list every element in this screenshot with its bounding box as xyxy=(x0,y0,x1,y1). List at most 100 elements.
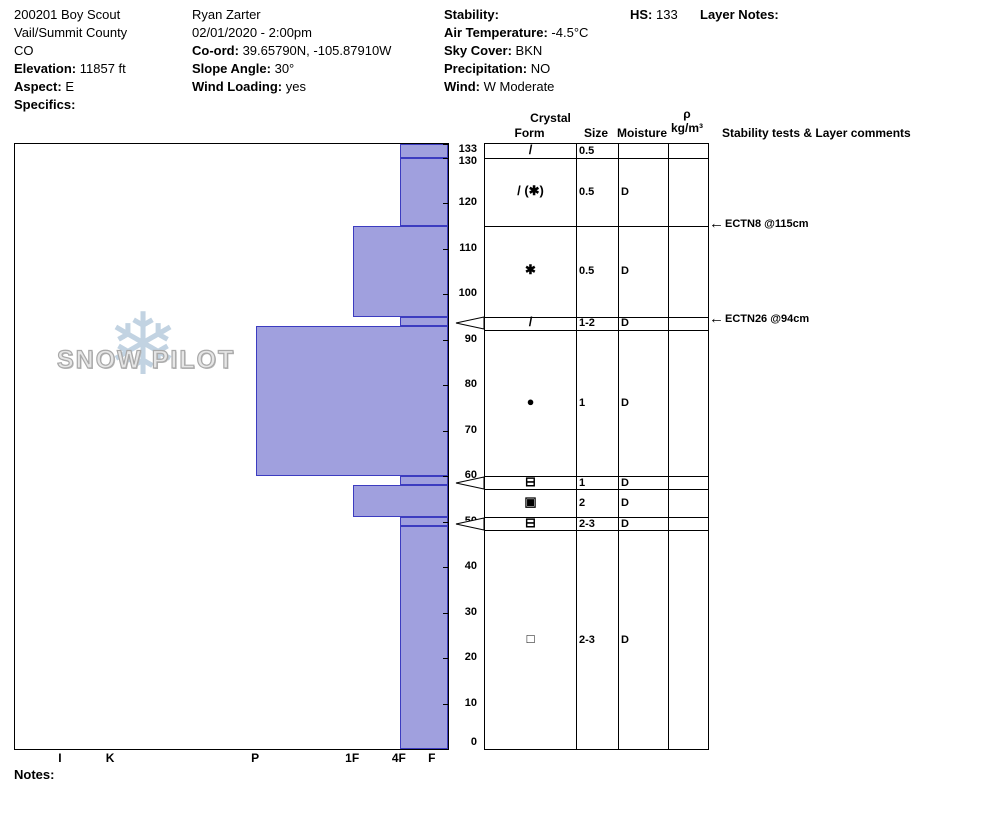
depth-tick-mark xyxy=(443,703,448,705)
specifics: Specifics: xyxy=(14,97,76,112)
moisture-value: D xyxy=(621,185,629,198)
grain-form-symbol: ✱ xyxy=(525,262,536,278)
grain-size-value: 1 xyxy=(579,476,586,489)
layer-boundary-line xyxy=(485,476,708,478)
stability-test-annotation: ← ECTN8 @115cm xyxy=(709,216,809,231)
hardness-bar xyxy=(399,526,448,749)
depth-tick-label: 40 xyxy=(464,560,477,572)
header-observer-column: Ryan Zarter 02/01/2020 - 2:00pm Co-ord: … xyxy=(192,6,391,96)
moisture-value: D xyxy=(621,476,629,489)
depth-tick-mark xyxy=(443,567,448,568)
depth-tick-label: 120 xyxy=(458,196,477,209)
grain-form-symbol: / (✱) xyxy=(517,182,544,198)
depth-axis: 1331301201101009080706050403020100 xyxy=(447,143,479,748)
depth-tick-label: 133 xyxy=(458,143,477,155)
layer-boundary-line xyxy=(485,489,708,491)
hardness-axis-label: I xyxy=(58,751,62,765)
comments-header: Stability tests & Layer comments xyxy=(722,126,911,140)
pit-region: Vail/Summit County xyxy=(14,25,128,40)
hardness-axis-label: 1F xyxy=(345,751,360,765)
depth-tick-mark xyxy=(443,203,448,205)
grain-form-symbol: / xyxy=(528,141,533,157)
wind-loading: Wind Loading: yes xyxy=(192,79,306,94)
depth-tick-mark xyxy=(443,658,448,659)
layer-notes: Layer Notes: xyxy=(700,7,779,22)
grain-size-value: 1-2 xyxy=(579,317,595,330)
depth-tick-label: 80 xyxy=(464,378,477,391)
precipitation: Precipitation: NO xyxy=(444,61,551,76)
depth-tick-mark xyxy=(443,248,448,250)
depth-tick-mark xyxy=(443,339,448,341)
moisture-value: D xyxy=(621,633,629,646)
layer-flag-marker xyxy=(455,475,485,490)
depth-tick-mark xyxy=(443,144,448,145)
aspect: Aspect: E xyxy=(14,79,74,94)
header-weather-column: Stability: Air Temperature: -4.5°C Sky C… xyxy=(444,6,588,96)
depth-tick-mark xyxy=(443,476,448,478)
depth-tick-label: 20 xyxy=(464,651,477,663)
pit-state: CO xyxy=(14,43,34,58)
depth-tick-label: 60 xyxy=(464,469,477,482)
table-column-divider xyxy=(618,144,619,749)
grain-form-symbol: □ xyxy=(526,630,535,646)
hardness-bar xyxy=(256,326,448,477)
slope-angle: Slope Angle: 30° xyxy=(192,61,295,76)
layer-boundary-line xyxy=(485,329,708,331)
observer-name: Ryan Zarter xyxy=(192,7,261,22)
table-column-divider xyxy=(668,144,669,749)
depth-tick-mark xyxy=(443,157,448,159)
hardness-bar xyxy=(399,517,448,527)
depth-tick-mark xyxy=(443,294,448,296)
depth-tick-label: 10 xyxy=(464,696,477,709)
table-column-divider xyxy=(576,144,577,749)
depth-tick-mark xyxy=(443,385,448,387)
hardness-axis-label: P xyxy=(251,751,260,765)
header-layer-notes-column: Layer Notes: xyxy=(700,6,779,24)
depth-tick-label: 100 xyxy=(458,287,477,300)
depth-tick-label: 70 xyxy=(464,423,477,436)
size-header: Size xyxy=(583,126,608,140)
grain-form-symbol: ▣ xyxy=(524,494,537,509)
hardness-bar xyxy=(353,225,448,317)
grain-size-value: 0.5 xyxy=(579,265,595,278)
layer-boundary-line xyxy=(485,316,708,318)
depth-tick-label: 30 xyxy=(464,605,477,618)
density-units-header: kg/m³ xyxy=(670,121,703,135)
header-location-column: 200201 Boy Scout Vail/Summit County CO E… xyxy=(14,6,127,114)
grain-size-value: 0.5 xyxy=(579,185,595,198)
moisture-value: D xyxy=(621,265,629,278)
wind: Wind: W Moderate xyxy=(444,79,555,94)
hardness-axis: I K P 1F 4F F xyxy=(14,751,447,767)
air-temperature: Air Temperature: -4.5°C xyxy=(444,25,589,40)
moisture-value: D xyxy=(621,317,629,330)
hardness-bar xyxy=(399,157,448,226)
snowpilot-logo-text: SNOW PILOT xyxy=(56,345,236,374)
hardness-bar xyxy=(353,485,448,517)
left-arrow-icon: ← xyxy=(709,310,724,328)
form-header: Form xyxy=(514,126,545,140)
depth-tick-mark xyxy=(443,612,448,614)
layer-boundary-line xyxy=(485,225,708,227)
depth-tick-label: 110 xyxy=(459,241,477,254)
hardness-bar xyxy=(399,476,448,486)
stability-test-label: ECTN26 @94cm xyxy=(725,313,810,326)
layer-flag-marker xyxy=(455,316,485,331)
crystal-table: / 0.5 / (✱) 0.5 D ✱ 0.5 D / 1-2 D ● 1 D ⊟ 1 D ▣ 2 D ⊟ 2-3 D □ 2-… xyxy=(455,141,709,750)
notes-label: Notes: xyxy=(14,767,55,782)
snowpilot-logo: ❄ SNOW PILOT xyxy=(55,302,245,404)
hardness-profile-chart: ❄ SNOW PILOT xyxy=(14,143,449,750)
moisture-value: D xyxy=(621,517,629,530)
grain-size-value: 2 xyxy=(579,497,586,509)
moisture-value: D xyxy=(621,397,629,409)
grain-form-symbol: ⊟ xyxy=(525,514,536,530)
pit-name: 200201 Boy Scout xyxy=(14,7,121,22)
stability-test-label: ECTN8 @115cm xyxy=(725,217,809,230)
sky-cover: Sky Cover: BKN xyxy=(444,43,543,58)
crystal-header: Crystal xyxy=(530,111,571,125)
grain-size-value: 1 xyxy=(579,397,586,409)
moisture-value: D xyxy=(621,497,629,509)
depth-tick-mark xyxy=(443,749,448,750)
moisture-header: Moisture xyxy=(617,126,668,140)
grain-size-value: 2-3 xyxy=(579,517,595,530)
